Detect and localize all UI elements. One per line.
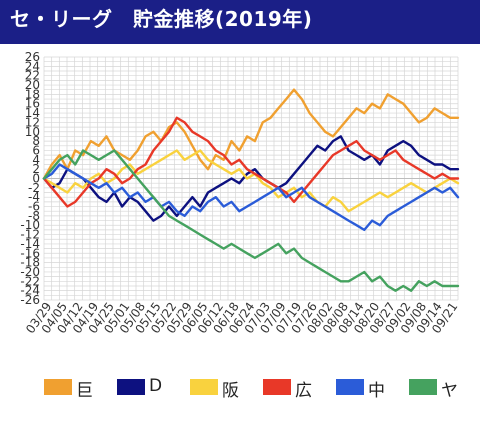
y-tick-label: -8 bbox=[28, 209, 40, 223]
series-line-4 bbox=[42, 163, 460, 232]
y-tick-label: -18 bbox=[20, 256, 40, 270]
y-tick-label: -26 bbox=[20, 293, 40, 307]
y-tick-label: 2 bbox=[32, 162, 40, 176]
y-tick-label: -12 bbox=[20, 228, 40, 242]
y-tick-label: 16 bbox=[25, 97, 40, 111]
y-tick-label: -16 bbox=[20, 246, 40, 260]
series-line-2 bbox=[42, 149, 460, 213]
y-tick-label: -6 bbox=[28, 200, 40, 214]
y-tick-label: 26 bbox=[25, 50, 40, 64]
y-tick-label: -22 bbox=[20, 274, 40, 288]
y-tick-label: -10 bbox=[20, 218, 40, 232]
legend-swatch bbox=[336, 379, 364, 395]
y-axis-labels: 26242220181614121086420-2-4-6-8-10-12-14… bbox=[20, 50, 40, 307]
legend-swatch bbox=[117, 379, 145, 395]
y-tick-label: 20 bbox=[25, 78, 40, 92]
y-tick-label: 12 bbox=[25, 115, 40, 129]
y-tick-label: 22 bbox=[25, 69, 40, 83]
legend-swatch bbox=[263, 379, 291, 395]
legend-label: ヤ bbox=[441, 381, 458, 401]
series-line-3 bbox=[42, 116, 460, 208]
legend-label: D bbox=[149, 376, 163, 396]
line-chart: 26242220181614121086420-2-4-6-8-10-12-14… bbox=[20, 50, 460, 336]
y-tick-label: -2 bbox=[28, 181, 40, 195]
y-tick-label: 4 bbox=[32, 153, 40, 167]
page-title: セ・リーグ 貯金推移(2019年) bbox=[10, 7, 313, 31]
y-tick-label: 24 bbox=[25, 59, 40, 73]
y-tick-label: 14 bbox=[25, 106, 40, 120]
y-tick-label: -24 bbox=[20, 284, 40, 298]
legend-label: 阪 bbox=[222, 381, 239, 401]
y-tick-label: 6 bbox=[32, 143, 40, 157]
y-tick-label: 18 bbox=[25, 87, 40, 101]
legend-label: 中 bbox=[368, 381, 385, 401]
y-tick-label: -14 bbox=[20, 237, 40, 251]
legend-label: 巨 bbox=[76, 381, 93, 401]
series-line-0 bbox=[42, 88, 460, 180]
legend-label: 広 bbox=[295, 381, 312, 401]
y-tick-label: 0 bbox=[32, 172, 40, 186]
x-axis-labels: 03/2904/0504/1204/1904/2505/0105/0805/15… bbox=[23, 300, 460, 336]
legend-swatch bbox=[409, 379, 437, 395]
y-tick-label: 10 bbox=[25, 125, 40, 139]
legend-swatch bbox=[44, 379, 72, 395]
legend-swatch bbox=[190, 379, 218, 395]
header-bar: セ・リーグ 貯金推移(2019年) bbox=[0, 0, 480, 44]
y-tick-label: -20 bbox=[20, 265, 40, 279]
y-tick-label: 8 bbox=[32, 134, 40, 148]
y-tick-label: -4 bbox=[28, 190, 40, 204]
series-line-5 bbox=[42, 149, 460, 292]
